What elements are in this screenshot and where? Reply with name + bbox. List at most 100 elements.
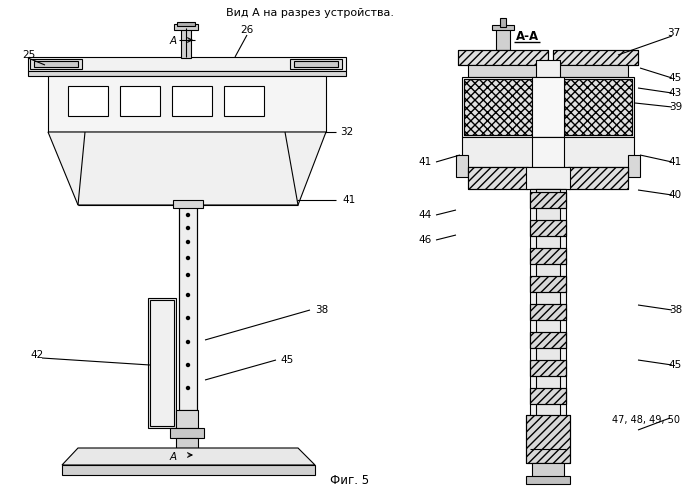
Text: Вид А на разрез устройства.: Вид А на разрез устройства. [226,8,394,18]
Polygon shape [62,448,315,465]
Bar [176,438,198,448]
Bar [458,50,548,65]
Text: 45: 45 [280,355,293,365]
Circle shape [186,364,190,367]
Bar [532,463,564,478]
Bar [68,86,108,116]
Text: 38: 38 [668,305,682,315]
Circle shape [186,226,190,229]
Bar [530,220,566,236]
Bar [48,76,326,132]
Bar [526,415,570,463]
Circle shape [186,387,190,390]
Bar [526,167,570,189]
Bar [536,189,560,449]
Bar [468,167,528,189]
Bar [530,220,566,236]
Bar [294,61,338,67]
Bar [290,59,342,69]
Text: 38: 38 [315,305,328,315]
Text: 32: 32 [340,127,354,137]
Circle shape [186,341,190,343]
Bar [530,304,566,320]
Circle shape [186,256,190,260]
Bar [532,77,564,137]
Bar [530,388,566,404]
Bar [172,86,212,116]
Text: 40: 40 [669,190,682,200]
Bar [564,79,632,135]
Bar [530,416,566,432]
Bar [468,167,528,189]
Bar [530,248,566,264]
Bar [530,360,566,376]
Text: 41: 41 [342,195,355,205]
Text: 37: 37 [666,28,680,38]
Bar [530,332,566,348]
Bar [464,79,532,135]
Bar [530,416,566,432]
Text: Фиг. 5: Фиг. 5 [330,473,370,487]
Bar [530,388,566,404]
Bar [500,18,506,27]
Bar [492,25,514,30]
Bar [179,205,197,410]
Bar [532,137,564,167]
Bar [496,28,510,50]
Polygon shape [48,132,326,205]
Circle shape [186,214,190,217]
Bar [530,304,566,320]
Bar [530,360,566,376]
Circle shape [186,241,190,244]
Bar [120,86,160,116]
Text: 44: 44 [419,210,432,220]
Bar [536,60,560,78]
Text: 43: 43 [668,88,682,98]
Bar [173,200,203,208]
Bar [464,79,532,135]
Bar [462,137,634,167]
Bar [456,155,468,177]
Text: 41: 41 [668,157,682,167]
Text: А: А [169,452,176,462]
Bar [526,415,570,463]
Text: 42: 42 [30,350,43,360]
Bar [530,189,566,449]
Bar [30,59,82,69]
Bar [181,28,191,58]
Bar [568,167,628,189]
Bar [530,192,566,208]
Circle shape [186,317,190,319]
Bar [62,465,315,475]
Bar [174,24,198,30]
Text: 47, 48, 49, 50: 47, 48, 49, 50 [612,415,680,425]
Text: 26: 26 [240,25,253,35]
Bar [558,65,628,77]
Bar [462,77,634,137]
Bar [28,71,346,76]
Bar [553,50,638,65]
Text: А: А [169,36,176,46]
Bar [530,276,566,292]
Bar [458,50,548,65]
Text: 39: 39 [668,102,682,112]
Bar [177,22,195,26]
Bar [530,276,566,292]
Text: 45: 45 [668,360,682,370]
Bar [526,476,570,484]
Bar [628,155,640,177]
Text: 46: 46 [419,235,432,245]
Bar [468,65,538,77]
Bar [34,61,78,67]
Bar [530,332,566,348]
Bar [564,79,632,135]
Bar [530,192,566,208]
Bar [530,248,566,264]
Bar [224,86,264,116]
Text: 45: 45 [668,73,682,83]
Circle shape [186,273,190,276]
Text: 41: 41 [419,157,432,167]
Text: А-А: А-А [515,30,538,44]
Bar [28,57,346,71]
Bar [553,50,638,65]
